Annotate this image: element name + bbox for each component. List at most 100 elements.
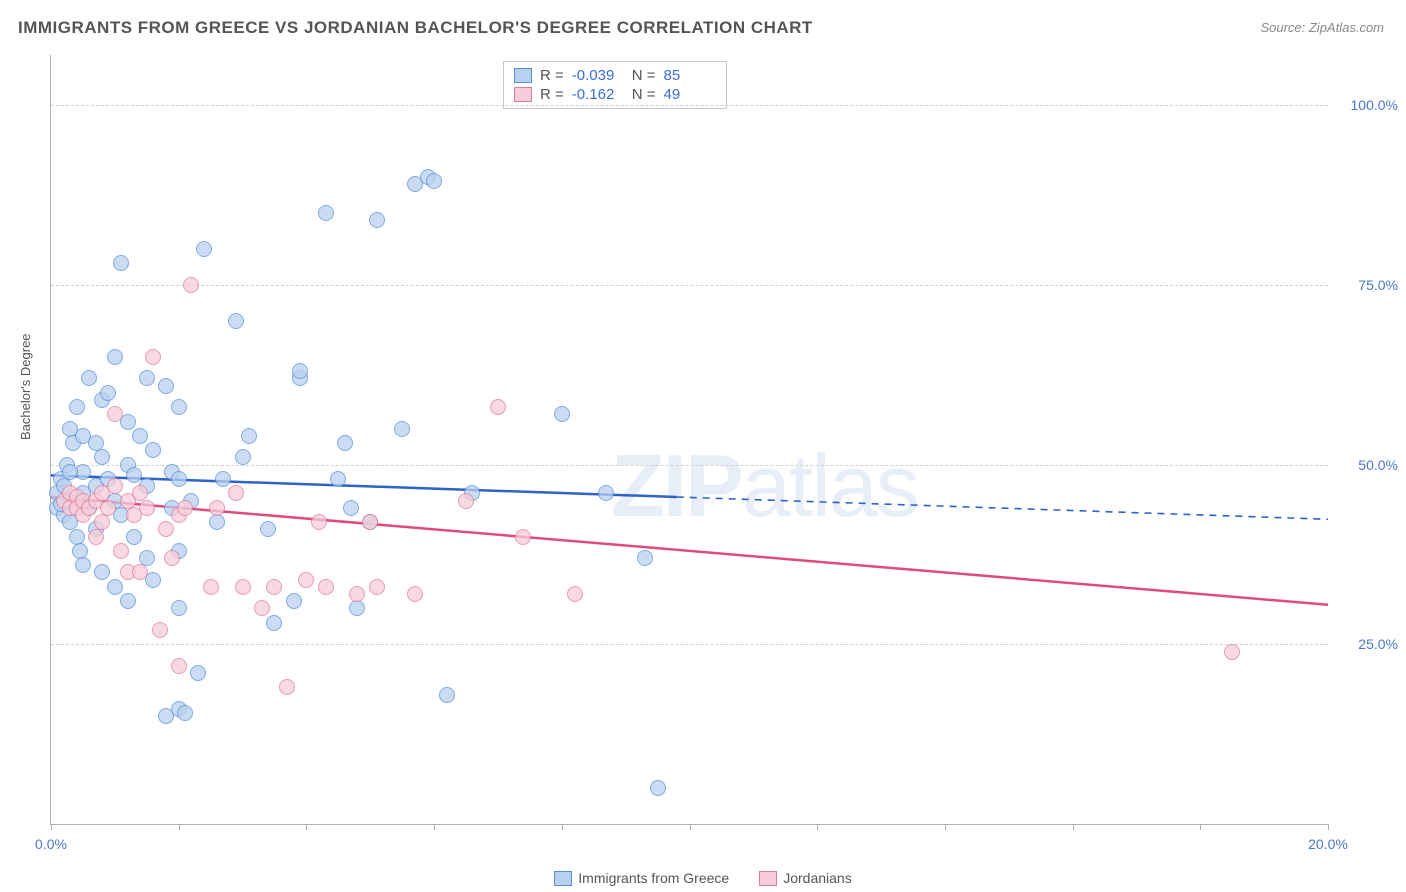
swatch-series2 — [514, 87, 532, 102]
data-point — [369, 212, 385, 228]
x-tick — [179, 824, 180, 830]
x-tick-label: 0.0% — [35, 836, 67, 852]
r-label: R = — [540, 86, 564, 103]
data-point — [171, 600, 187, 616]
x-tick — [434, 824, 435, 830]
data-point — [62, 464, 78, 480]
x-tick — [51, 824, 52, 830]
x-tick — [562, 824, 563, 830]
data-point — [139, 370, 155, 386]
gridline — [51, 644, 1328, 645]
data-point — [362, 514, 378, 530]
r-label: R = — [540, 67, 564, 84]
data-point — [113, 543, 129, 559]
data-point — [145, 442, 161, 458]
data-point — [81, 370, 97, 386]
data-point — [254, 600, 270, 616]
data-point — [215, 471, 231, 487]
data-point — [209, 500, 225, 516]
data-point — [196, 241, 212, 257]
data-point — [228, 485, 244, 501]
data-point — [209, 514, 225, 530]
y-tick-label: 100.0% — [1338, 97, 1398, 113]
data-point — [637, 550, 653, 566]
data-point — [286, 593, 302, 609]
x-tick — [817, 824, 818, 830]
data-point — [650, 780, 666, 796]
swatch-series2 — [759, 871, 777, 886]
x-tick — [690, 824, 691, 830]
data-point — [349, 586, 365, 602]
legend-label-series2: Jordanians — [783, 870, 852, 886]
data-point — [407, 586, 423, 602]
data-point — [318, 205, 334, 221]
source-attribution: Source: ZipAtlas.com — [1260, 20, 1384, 35]
data-point — [203, 579, 219, 595]
data-point — [69, 399, 85, 415]
data-point — [235, 579, 251, 595]
legend-item-series2: Jordanians — [759, 870, 852, 886]
data-point — [72, 543, 88, 559]
data-point — [554, 406, 570, 422]
data-point — [158, 378, 174, 394]
data-point — [369, 579, 385, 595]
x-tick — [1328, 824, 1329, 830]
data-point — [107, 579, 123, 595]
data-point — [132, 428, 148, 444]
data-point — [107, 406, 123, 422]
data-point — [113, 255, 129, 271]
data-point — [330, 471, 346, 487]
data-point — [1224, 644, 1240, 660]
data-point — [439, 687, 455, 703]
n-value-series1: 85 — [664, 67, 716, 84]
data-point — [132, 564, 148, 580]
n-value-series2: 49 — [664, 86, 716, 103]
x-tick — [1200, 824, 1201, 830]
data-point — [100, 385, 116, 401]
data-point — [266, 615, 282, 631]
legend-label-series1: Immigrants from Greece — [578, 870, 729, 886]
data-point — [107, 478, 123, 494]
data-point — [145, 349, 161, 365]
data-point — [177, 705, 193, 721]
data-point — [139, 500, 155, 516]
x-tick — [945, 824, 946, 830]
data-point — [94, 564, 110, 580]
legend-item-series1: Immigrants from Greece — [554, 870, 729, 886]
data-point — [343, 500, 359, 516]
stats-row-series2: R = -0.162 N = 49 — [514, 85, 716, 104]
swatch-series1 — [554, 871, 572, 886]
data-point — [337, 435, 353, 451]
data-point — [177, 500, 193, 516]
swatch-series1 — [514, 68, 532, 83]
n-label: N = — [632, 86, 656, 103]
data-point — [515, 529, 531, 545]
r-value-series1: -0.039 — [572, 67, 624, 84]
data-point — [171, 471, 187, 487]
y-tick-label: 25.0% — [1338, 636, 1398, 652]
data-point — [598, 485, 614, 501]
data-point — [426, 173, 442, 189]
data-point — [152, 622, 168, 638]
r-value-series2: -0.162 — [572, 86, 624, 103]
data-point — [394, 421, 410, 437]
data-point — [311, 514, 327, 530]
data-point — [266, 579, 282, 595]
data-point — [171, 399, 187, 415]
data-point — [100, 500, 116, 516]
data-point — [228, 313, 244, 329]
data-point — [164, 550, 180, 566]
data-point — [458, 493, 474, 509]
data-point — [158, 521, 174, 537]
y-axis-label: Bachelor's Degree — [18, 333, 33, 440]
bottom-legend: Immigrants from Greece Jordanians — [0, 870, 1406, 886]
gridline — [51, 105, 1328, 106]
data-point — [69, 529, 85, 545]
data-point — [241, 428, 257, 444]
stats-legend: R = -0.039 N = 85 R = -0.162 N = 49 — [503, 61, 727, 109]
data-point — [279, 679, 295, 695]
data-point — [126, 529, 142, 545]
data-point — [171, 658, 187, 674]
chart-title: IMMIGRANTS FROM GREECE VS JORDANIAN BACH… — [18, 18, 813, 38]
n-label: N = — [632, 67, 656, 84]
